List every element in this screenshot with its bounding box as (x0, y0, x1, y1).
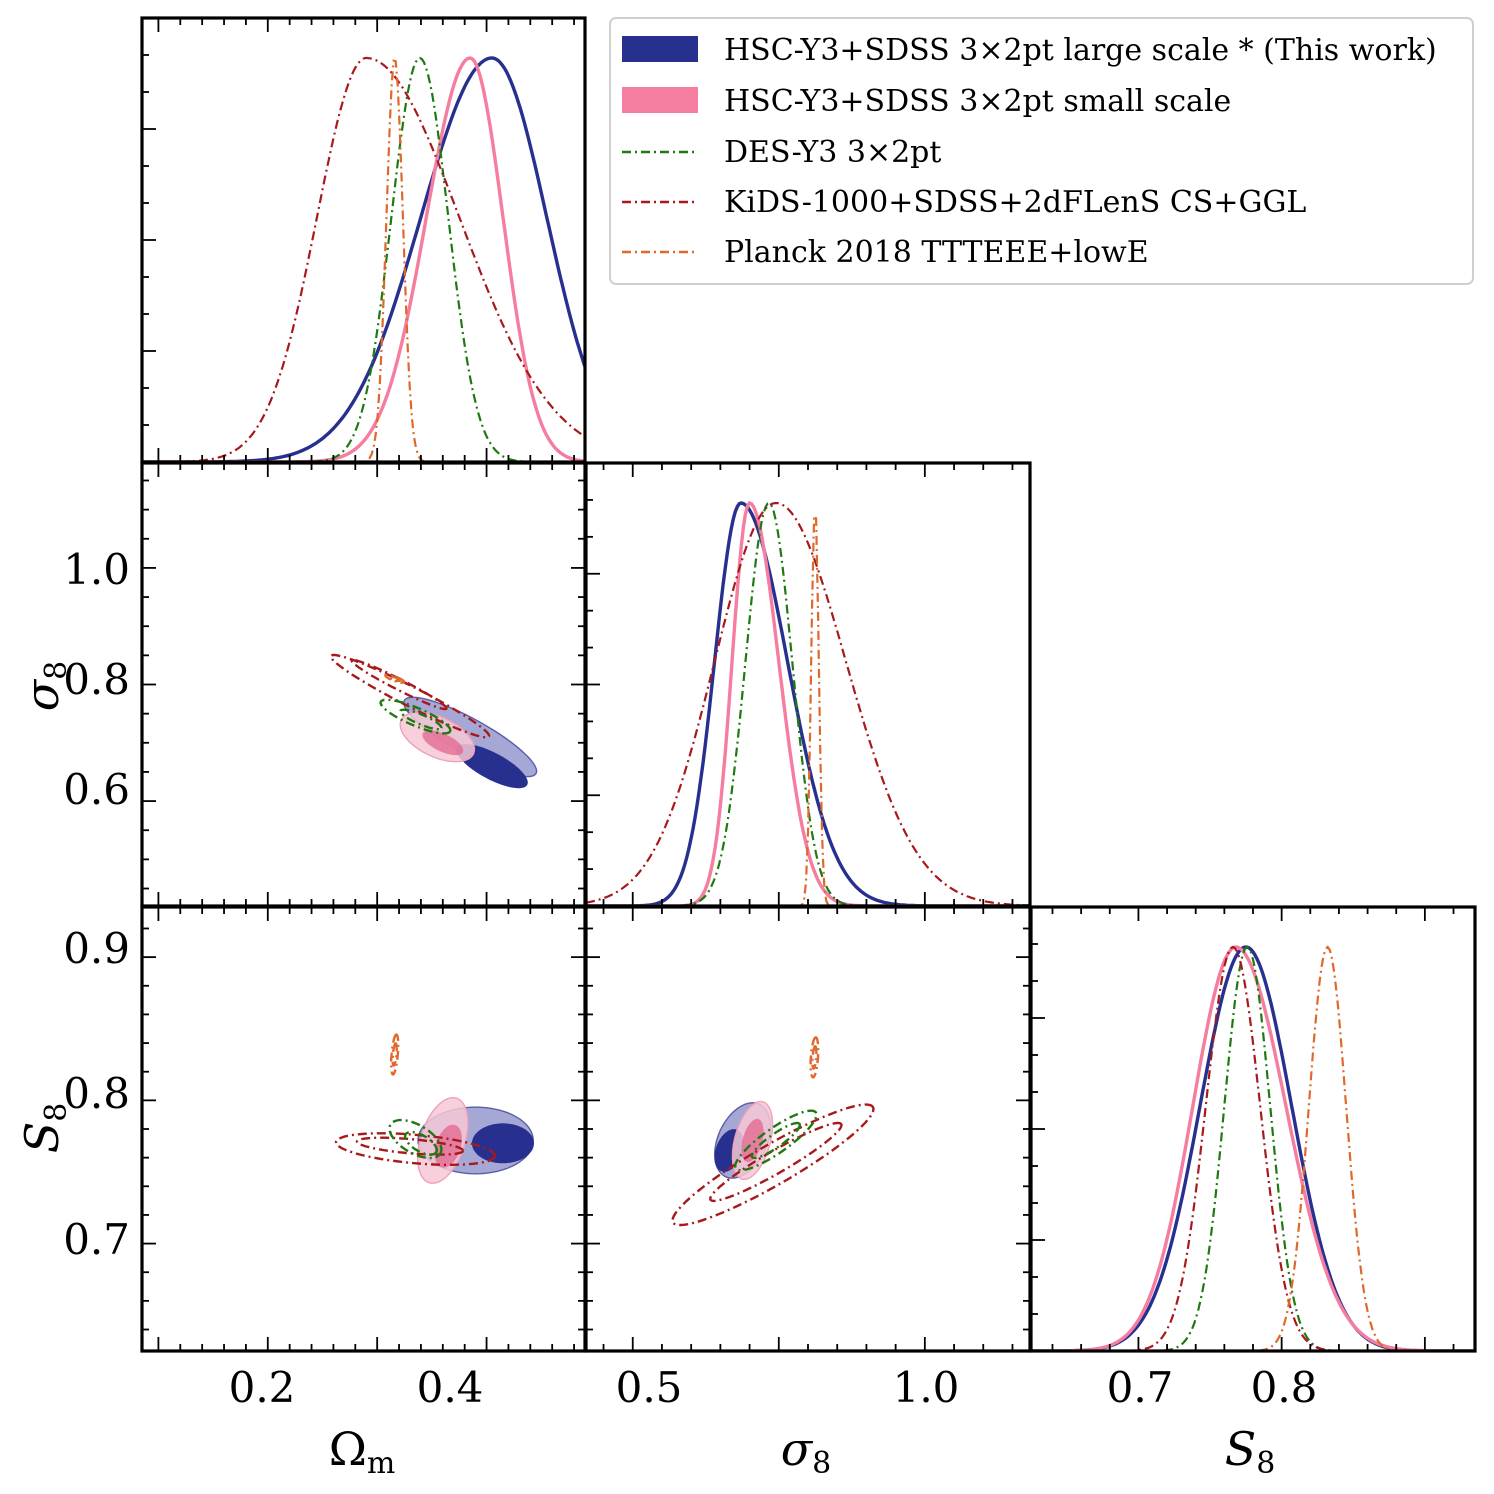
marginal-curve-des (586, 501, 1030, 906)
marginal-sigma_8 (586, 500, 1030, 906)
xtick-omega-m-0.4: 0.4 (417, 1363, 484, 1412)
marginal-curve-des (142, 56, 585, 462)
contours-omega_m_s_8 (334, 1033, 534, 1184)
contour-des-line (750, 1121, 801, 1160)
xtick-s-8-0.8: 0.8 (1251, 1363, 1318, 1412)
ticks-0-1 (142, 463, 585, 906)
contour-hsc_small-inner (422, 730, 464, 756)
contour-hsc_large-inner (456, 744, 528, 789)
contour-des-line (403, 1130, 438, 1156)
contour-kids-line (329, 653, 491, 739)
contour-planck-line (384, 673, 406, 684)
legend-label-des: DES-Y3 3×2pt (724, 135, 941, 170)
xtick-omega-m-0.2: 0.2 (229, 1363, 296, 1412)
contour-kids-line (350, 658, 448, 711)
panel-frame-2-2 (1029, 905, 1477, 1353)
contour-kids-line (709, 1121, 843, 1203)
marginal-curve-planck (1031, 945, 1475, 1351)
contours-sigma_8_s_8 (671, 1036, 875, 1227)
axis-labels: 0.2 0.4 0.5 1.0 0.7 0.8 1.0 0.8 0.6 0.9 … (15, 545, 1317, 1481)
ytick-sigma-8-0.6: 0.6 (63, 765, 130, 814)
xlabel-omega-m: Ωm (329, 1422, 396, 1481)
contour-hsc_large-inner (472, 1123, 534, 1164)
ytick-s-8-0.9: 0.9 (63, 924, 130, 973)
legend-label-hsc-large: HSC-Y3+SDSS 3×2pt large scale * (This wo… (724, 33, 1437, 68)
panels (140, 16, 1477, 1353)
legend-label-kids: KiDS-1000+SDSS+2dFLenS CS+GGL (724, 185, 1306, 220)
legend-label-planck: Planck 2018 TTTEEE+lowE (724, 235, 1149, 270)
panel-frame-1-1 (584, 461, 1032, 908)
xlabel-s-8: S8 (1225, 1422, 1276, 1481)
ylabel-sigma-8: σ8 (15, 661, 74, 712)
contours-omega_m_sigma_8 (329, 653, 538, 789)
ytick-sigma-8-0.8: 0.8 (63, 655, 130, 704)
marginal-curve-kids (586, 501, 1030, 906)
marginal-s_8 (1031, 945, 1475, 1351)
marginal-curve-kids (142, 56, 585, 462)
contour-des-line (379, 698, 452, 735)
contour-planck-line (388, 675, 401, 683)
marginal-curve-des (1031, 945, 1475, 1351)
ytick-s-8-0.8: 0.8 (63, 1069, 130, 1118)
xtick-s-8-0.7: 0.7 (1107, 1363, 1174, 1412)
xlabel-sigma-8: σ8 (781, 1422, 832, 1481)
panel-frame-0-1 (140, 461, 587, 908)
contour-planck-line (811, 1045, 818, 1070)
ticks-1-1 (586, 463, 1014, 906)
legend: HSC-Y3+SDSS 3×2pt large scale * (This wo… (609, 17, 1474, 285)
marginal-curve-kids (1031, 945, 1475, 1351)
legend-frame (609, 17, 1474, 285)
contour-hsc_small-inner (434, 1124, 462, 1168)
marginal-curve-hsc_small (1031, 945, 1475, 1351)
ylabel-s-8: S8 (15, 1103, 74, 1154)
marginal-curve-hsc_large (142, 56, 585, 462)
ytick-sigma-8-1.0: 1.0 (63, 545, 130, 594)
marginal-omega_m (142, 56, 585, 462)
contour-des-line (399, 708, 443, 731)
marginal-curve-hsc_small (586, 500, 1030, 906)
contour-planck-line (809, 1036, 820, 1079)
marginal-curve-planck (142, 59, 585, 462)
contour-des-line (733, 1109, 818, 1172)
xtick-sigma-8-1.0: 1.0 (893, 1363, 960, 1412)
marginal-curve-planck (586, 512, 1030, 906)
contour-planck-line (391, 1042, 398, 1067)
contour-des-line (388, 1118, 443, 1160)
legend-label-hsc-small: HSC-Y3+SDSS 3×2pt small scale (724, 84, 1231, 119)
marginal-curve-hsc_large (1031, 945, 1475, 1351)
xtick-sigma-8-0.5: 0.5 (616, 1363, 683, 1412)
contour-kids-line (671, 1103, 875, 1227)
legend-swatch-hsc-large (622, 36, 698, 62)
contour-planck-line (389, 1033, 400, 1076)
marginal-curve-hsc_large (586, 501, 1030, 906)
panel-frame-0-0 (140, 16, 587, 464)
ticks-2-2 (1031, 907, 1455, 1351)
contour-hsc_small-inner (741, 1118, 764, 1162)
legend-swatch-hsc-small (622, 87, 698, 113)
marginal-curve-hsc_small (142, 56, 585, 462)
ytick-s-8-0.7: 0.7 (63, 1215, 130, 1264)
contour-kids-line (355, 1136, 465, 1156)
contour-kids-line (334, 1132, 497, 1166)
